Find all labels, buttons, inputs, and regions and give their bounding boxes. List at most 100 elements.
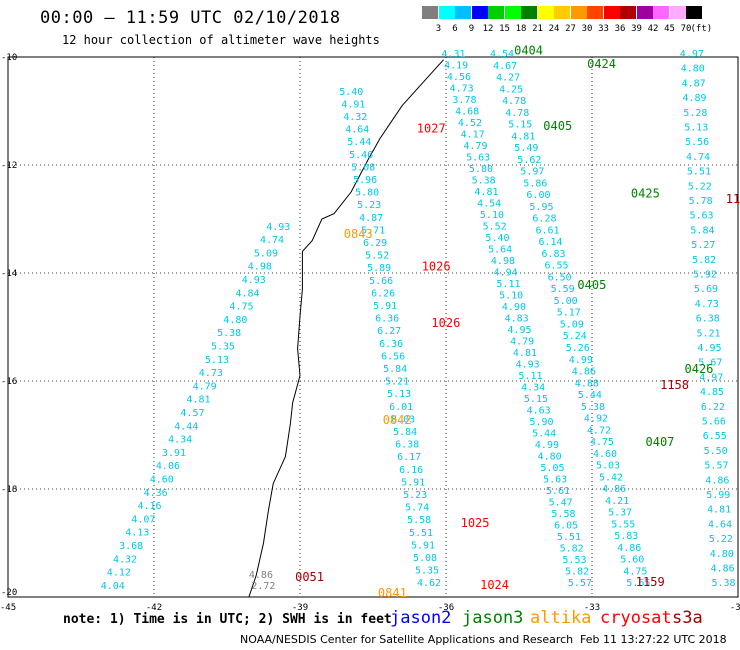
wave-height-value: 5.82: [560, 544, 584, 555]
legend-swatch: [636, 6, 653, 19]
wave-height-value: 6.56: [381, 351, 405, 362]
wave-height-value: 6.22: [701, 402, 725, 413]
wave-height-value: 5.51: [409, 528, 433, 539]
wave-height-value: 5.64: [488, 245, 512, 256]
lat-tick-label: -12: [1, 161, 17, 171]
wave-height-value: 5.15: [524, 394, 548, 405]
pass-time-label: 0843: [344, 227, 373, 241]
wave-height-value: 6.01: [389, 402, 413, 413]
wave-height-value: 4.87: [359, 213, 383, 224]
legend-label: 42: [647, 24, 659, 34]
wave-height-value: 4.74: [260, 235, 284, 246]
wave-height-value: 5.08: [413, 553, 437, 564]
wave-height-value: 5.24: [563, 331, 587, 342]
legend-swatch: [686, 6, 702, 19]
wave-height-value: 4.36: [144, 488, 168, 499]
wave-height-value: 5.63: [543, 475, 567, 486]
legend-label: 33: [598, 24, 609, 34]
legend-swatch: [669, 6, 686, 19]
footer-note: note: 1) Time is in UTC; 2) SWH is in fe…: [63, 612, 392, 627]
wave-height-value: 6.05: [554, 521, 578, 532]
satellite-label-jason3: jason3: [462, 608, 524, 628]
wave-height-value: 5.66: [702, 417, 726, 428]
pass-time-label: 1159: [636, 575, 665, 589]
wave-height-value: 4.27: [496, 73, 520, 84]
wave-height-value: 4.75: [229, 302, 253, 313]
wave-height-value: 5.63: [690, 211, 714, 222]
wave-height-value: 4.81: [707, 505, 731, 516]
wave-height-value: 5.84: [690, 225, 714, 236]
wave-height-value: 4.98: [491, 256, 515, 267]
pass-time-label: 1026: [422, 259, 451, 273]
wave-height-value: 5.53: [562, 555, 586, 566]
wave-height-value: 5.09: [560, 320, 584, 331]
wave-height-value: 5.56: [685, 137, 709, 148]
wave-height-value: 4.79: [193, 381, 217, 392]
legend-label: 36: [614, 24, 626, 34]
wave-height-value: 5.28: [683, 108, 707, 119]
wave-height-value: 4.89: [683, 93, 707, 104]
wave-height-value: 5.90: [529, 417, 553, 428]
wave-height-value: 4.99: [569, 355, 593, 366]
wave-height-value: 5.22: [709, 534, 733, 545]
wave-height-value: 4.04: [101, 581, 125, 592]
wave-height-value: 5.84: [393, 427, 417, 438]
wave-height-value: 4.60: [593, 449, 617, 460]
coastline: [248, 59, 444, 598]
satellite-label-s3a: s3a: [672, 608, 703, 628]
wave-height-value: 4.93: [266, 222, 290, 233]
wave-height-value: 5.35: [211, 342, 235, 353]
wave-height-value: 4.85: [700, 387, 724, 398]
wave-height-value: 5.11: [518, 371, 542, 382]
wave-height-value: 4.80: [681, 64, 705, 75]
wave-height-value: 5.74: [405, 503, 429, 514]
wave-height-value: 4.86: [617, 543, 641, 554]
wave-height-value: 5.97: [520, 167, 544, 178]
wave-height-value: 5.80: [355, 188, 379, 199]
legend-swatch: [455, 6, 471, 19]
wave-height-value: 5.40: [339, 87, 363, 98]
wave-height-value: 4.98: [248, 262, 272, 273]
wave-height-value: 4.95: [507, 325, 531, 336]
wave-height-value: 6.17: [397, 452, 421, 463]
wave-height-value: 5.44: [532, 429, 556, 440]
wave-height-value: 5.67: [698, 358, 722, 369]
wave-height-value: 4.63: [527, 406, 551, 417]
legend-label: 24: [548, 24, 560, 34]
wave-height-value: 4.78: [505, 108, 529, 119]
wave-height-value: 4.34: [521, 383, 545, 394]
wave-height-value: 5.91: [373, 301, 397, 312]
wave-height-value: 4.87: [682, 78, 706, 89]
wave-height-value: 4.75: [590, 437, 614, 448]
wave-height-value: 5.55: [611, 519, 635, 530]
wave-height-value: 5.83: [614, 531, 638, 542]
legend-label: 70: [680, 24, 692, 34]
wave-height-value: 3.78: [452, 95, 476, 106]
wave-height-value: 5.42: [599, 472, 623, 483]
wave-height-value: 5.59: [551, 284, 575, 295]
wave-height-value: 5.51: [557, 532, 581, 543]
wave-height-value: 6.16: [399, 465, 423, 476]
wave-height-value: 4.91: [341, 99, 365, 110]
wave-height-value: 5.52: [365, 251, 389, 262]
wave-height-value: 4.73: [695, 299, 719, 310]
wave-height-value: 5.78: [689, 196, 713, 207]
wave-height-value: 6.55: [703, 431, 727, 442]
pass-time-label: 0404: [514, 43, 543, 57]
wave-height-value: 5.91: [401, 477, 425, 488]
wave-height-value: 5.84: [383, 364, 407, 375]
lat-tick-label: -18: [1, 485, 17, 495]
wave-height-value: 5.44: [347, 137, 371, 148]
wave-height-value: 5.00: [554, 296, 578, 307]
wave-height-value: 4.92: [584, 414, 608, 425]
wave-height-value: 5.44: [578, 390, 602, 401]
wave-height-value: 5.49: [514, 143, 538, 154]
satellite-label-cryosat: cryosat: [600, 608, 672, 628]
wave-height-value: 4.75: [623, 566, 647, 577]
wave-height-value: 3.68: [119, 541, 143, 552]
wave-height-value: 4.86: [711, 564, 735, 575]
legend-unit: (ft): [690, 24, 713, 34]
wave-height-value: 4.83: [505, 314, 529, 325]
wave-height-value: 5.15: [508, 120, 532, 131]
legend-swatch: [570, 6, 587, 19]
